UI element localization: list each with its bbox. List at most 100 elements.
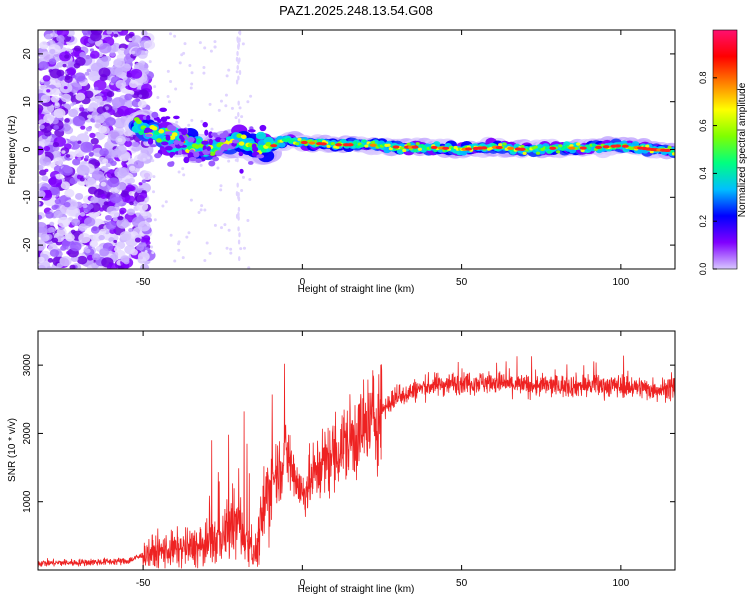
noise-blob bbox=[237, 226, 240, 232]
noise-blob bbox=[190, 82, 194, 86]
noise-blob bbox=[203, 259, 207, 263]
noise-blob bbox=[190, 71, 194, 75]
noise-blob bbox=[124, 140, 133, 147]
ridge-blob bbox=[222, 130, 229, 138]
noise-blob bbox=[152, 175, 156, 179]
noise-blob bbox=[238, 256, 241, 262]
colorbar-tick-label: 0.0 bbox=[698, 263, 708, 276]
x-tick-label: 50 bbox=[456, 277, 468, 288]
ridge-blob bbox=[189, 157, 197, 162]
noise-blob bbox=[227, 68, 231, 72]
noise-blob bbox=[129, 80, 139, 89]
noise-blob bbox=[145, 240, 151, 246]
snr-panel: -50 0 50 100 1000 2000 3000 Height of straigh… bbox=[7, 330, 676, 595]
noise-blob bbox=[41, 175, 49, 182]
x-tick-label: 0 bbox=[300, 578, 306, 589]
noise-blob bbox=[238, 69, 242, 75]
ridge-blob bbox=[193, 151, 200, 158]
noise-blob bbox=[128, 191, 135, 196]
spectrogram-x-ticks: -50 0 50 100 bbox=[136, 30, 630, 288]
noise-blob bbox=[88, 103, 99, 112]
noise-blob bbox=[61, 150, 66, 154]
noise-blob bbox=[230, 106, 234, 110]
noise-blob bbox=[99, 228, 107, 235]
noise-blob bbox=[169, 32, 173, 36]
noise-blob bbox=[44, 33, 52, 40]
ridge-blob bbox=[136, 119, 142, 125]
snr-x-ticks: -50 0 50 100 bbox=[136, 331, 630, 589]
noise-blob bbox=[85, 126, 92, 132]
y-tick-label: 10 bbox=[22, 96, 33, 108]
noise-blob bbox=[113, 58, 125, 68]
noise-blob bbox=[238, 106, 242, 110]
y-tick-label: 3000 bbox=[22, 354, 33, 377]
noise-blob bbox=[178, 61, 182, 65]
ridge-blob bbox=[265, 141, 272, 147]
ridge-blob bbox=[326, 144, 331, 148]
noise-blob bbox=[224, 93, 228, 97]
ridge-blob bbox=[491, 143, 496, 147]
noise-blob bbox=[128, 165, 136, 172]
noise-blob bbox=[64, 143, 72, 150]
noise-blob bbox=[177, 242, 181, 246]
ridge-blob bbox=[164, 116, 171, 120]
ridge-blob bbox=[164, 131, 173, 135]
ridge-blob bbox=[386, 143, 391, 147]
noise-blob bbox=[98, 67, 111, 78]
noise-blob bbox=[79, 177, 85, 182]
ridge-peak bbox=[369, 143, 377, 147]
ridge-blob bbox=[522, 151, 527, 155]
noise-blob bbox=[219, 99, 223, 103]
ridge-blob bbox=[459, 149, 468, 156]
ridge-blob bbox=[498, 143, 503, 147]
noise-blob bbox=[116, 218, 130, 229]
noise-blob bbox=[187, 123, 191, 127]
noise-blob bbox=[78, 233, 91, 244]
noise-blob bbox=[79, 51, 87, 58]
noise-blob bbox=[219, 188, 223, 192]
ridge-blob bbox=[417, 147, 422, 151]
ridge-peak bbox=[568, 146, 576, 150]
noise-blob bbox=[248, 178, 252, 182]
noise-blob bbox=[235, 70, 239, 74]
noise-blob bbox=[76, 164, 90, 176]
ridge-blob bbox=[238, 151, 244, 157]
noise-blob bbox=[173, 34, 177, 38]
noise-blob bbox=[75, 193, 84, 200]
noise-blob bbox=[142, 235, 151, 242]
noise-blob bbox=[90, 30, 98, 34]
colorbar-gradient bbox=[712, 29, 738, 270]
y-tick-label: 20 bbox=[22, 48, 33, 60]
noise-blob bbox=[80, 35, 92, 46]
x-tick-label: 0 bbox=[300, 277, 306, 288]
noise-blob bbox=[224, 104, 228, 108]
noise-blob bbox=[66, 47, 71, 52]
noise-blob bbox=[72, 115, 86, 127]
noise-blob bbox=[98, 42, 112, 54]
ridge-blob bbox=[556, 150, 561, 154]
spectrogram-blobs bbox=[38, 30, 675, 269]
noise-blob bbox=[44, 130, 52, 137]
ridge-blob bbox=[220, 145, 225, 152]
y-tick-label: 2000 bbox=[22, 422, 33, 445]
ridge-blob bbox=[252, 146, 259, 153]
spectrogram-panel: -50 0 50 100 -20 -10 0 10 20 Height of straight… bbox=[7, 29, 676, 295]
noise-blob bbox=[136, 244, 145, 251]
noise-blob bbox=[64, 54, 70, 59]
ridge-blob bbox=[164, 145, 173, 151]
noise-blob bbox=[190, 118, 194, 122]
ridge-blob bbox=[232, 139, 240, 144]
noise-blob bbox=[202, 66, 206, 70]
ridge-blob bbox=[144, 133, 153, 138]
noise-blob bbox=[60, 181, 71, 190]
noise-blob bbox=[217, 108, 221, 112]
noise-blob bbox=[203, 208, 207, 212]
noise-blob bbox=[124, 93, 133, 101]
noise-blob bbox=[119, 231, 132, 241]
ridge-peak bbox=[579, 146, 587, 150]
noise-blob bbox=[241, 42, 245, 46]
noise-blob bbox=[38, 221, 48, 233]
noise-blob bbox=[53, 108, 66, 119]
noise-blob bbox=[64, 189, 75, 198]
noise-blob bbox=[39, 124, 45, 130]
